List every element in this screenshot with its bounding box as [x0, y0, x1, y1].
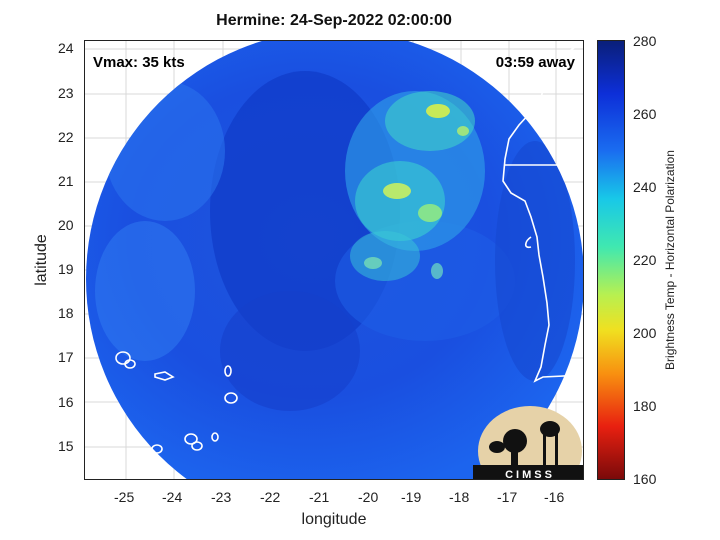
x-axis-label: longitude [301, 511, 367, 528]
satellite-image: CIMSS [85, 41, 583, 480]
brightness-temp-disc [86, 41, 583, 479]
y-tick-label: 15 [58, 438, 74, 454]
x-tick-label: -22 [260, 489, 281, 505]
y-tick-label: 24 [58, 40, 74, 56]
x-tick-label: -20 [358, 489, 379, 505]
x-tick-label: -21 [309, 489, 330, 505]
colorbar-tick: 220 [633, 252, 657, 268]
colorbar-gradient [598, 41, 624, 479]
y-tick-label: 19 [58, 261, 74, 277]
y-tick-label: 23 [58, 85, 74, 101]
map-plot-area: CIMSS Vmax: 35 kts 03:59 away [84, 40, 584, 480]
colorbar-tick: 180 [633, 398, 657, 414]
y-tick-label: 22 [58, 129, 74, 145]
y-tick-label: 18 [58, 305, 74, 321]
coastline [115, 41, 583, 454]
x-tick-label: -25 [114, 489, 135, 505]
colorbar-tick: 260 [633, 106, 657, 122]
cimss-logo: CIMSS [473, 406, 583, 480]
y-axis-label: latitude [33, 234, 50, 286]
colorbar-label: Brightness Temp - Horizontal Polarizatio… [663, 150, 677, 370]
vmax-label: Vmax: 35 kts [93, 54, 185, 71]
map-title: Hermine: 24-Sep-2022 02:00:00 [216, 12, 452, 29]
time-offset-label: 03:59 away [495, 54, 575, 71]
x-tick-label: -19 [401, 489, 422, 505]
colorbar-tick: 200 [633, 325, 657, 341]
colorbar-tick: 280 [633, 33, 657, 49]
x-tick-label: -16 [544, 489, 565, 505]
colorbar-tick: 240 [633, 179, 657, 195]
y-tick-label: 21 [58, 173, 74, 189]
x-tick-label: -18 [449, 489, 470, 505]
colorbar [597, 40, 625, 480]
y-tick-label: 20 [58, 217, 74, 233]
x-tick-label: -24 [162, 489, 183, 505]
x-tick-label: -23 [211, 489, 232, 505]
y-tick-label: 17 [58, 349, 74, 365]
colorbar-tick: 160 [633, 471, 657, 487]
x-tick-label: -17 [497, 489, 518, 505]
y-tick-label: 16 [58, 394, 74, 410]
logo-text: CIMSS [505, 469, 555, 480]
